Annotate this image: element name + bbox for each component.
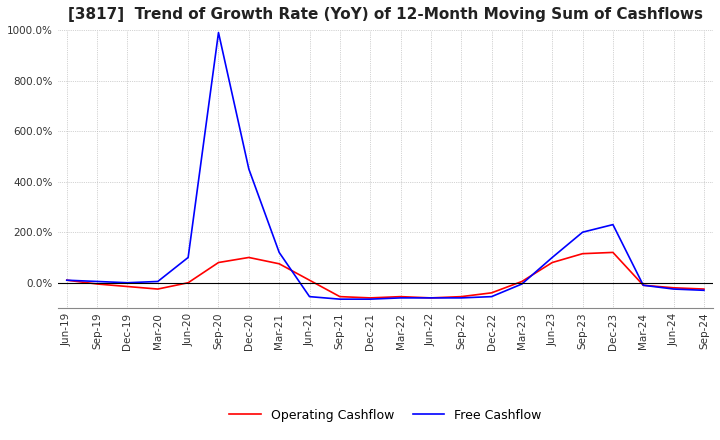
Operating Cashflow	[487, 290, 496, 296]
Free Cashflow	[396, 295, 405, 301]
Title: [3817]  Trend of Growth Rate (YoY) of 12-Month Moving Sum of Cashflows: [3817] Trend of Growth Rate (YoY) of 12-…	[68, 7, 703, 22]
Free Cashflow	[275, 250, 284, 255]
Free Cashflow	[63, 278, 71, 283]
Free Cashflow	[214, 30, 222, 35]
Line: Free Cashflow: Free Cashflow	[67, 33, 704, 299]
Free Cashflow	[548, 255, 557, 260]
Free Cashflow	[578, 230, 587, 235]
Line: Operating Cashflow: Operating Cashflow	[67, 253, 704, 298]
Operating Cashflow	[518, 279, 526, 284]
Operating Cashflow	[214, 260, 222, 265]
Free Cashflow	[245, 166, 253, 172]
Free Cashflow	[153, 279, 162, 284]
Operating Cashflow	[548, 260, 557, 265]
Operating Cashflow	[184, 280, 192, 286]
Free Cashflow	[336, 297, 344, 302]
Operating Cashflow	[63, 278, 71, 283]
Free Cashflow	[639, 282, 647, 288]
Free Cashflow	[700, 288, 708, 293]
Free Cashflow	[123, 280, 132, 286]
Operating Cashflow	[336, 294, 344, 299]
Free Cashflow	[305, 294, 314, 299]
Operating Cashflow	[578, 251, 587, 257]
Operating Cashflow	[275, 261, 284, 267]
Free Cashflow	[670, 286, 678, 292]
Operating Cashflow	[396, 294, 405, 299]
Free Cashflow	[608, 222, 617, 227]
Operating Cashflow	[426, 295, 435, 301]
Free Cashflow	[457, 295, 466, 301]
Operating Cashflow	[366, 295, 374, 301]
Operating Cashflow	[153, 286, 162, 292]
Free Cashflow	[184, 255, 192, 260]
Free Cashflow	[487, 294, 496, 299]
Operating Cashflow	[305, 278, 314, 283]
Legend: Operating Cashflow, Free Cashflow: Operating Cashflow, Free Cashflow	[225, 404, 546, 427]
Free Cashflow	[93, 279, 102, 284]
Operating Cashflow	[123, 284, 132, 289]
Operating Cashflow	[639, 282, 647, 288]
Free Cashflow	[366, 297, 374, 302]
Operating Cashflow	[457, 294, 466, 299]
Operating Cashflow	[670, 285, 678, 290]
Operating Cashflow	[700, 286, 708, 292]
Operating Cashflow	[93, 281, 102, 286]
Free Cashflow	[518, 281, 526, 286]
Operating Cashflow	[245, 255, 253, 260]
Free Cashflow	[426, 295, 435, 301]
Operating Cashflow	[608, 250, 617, 255]
